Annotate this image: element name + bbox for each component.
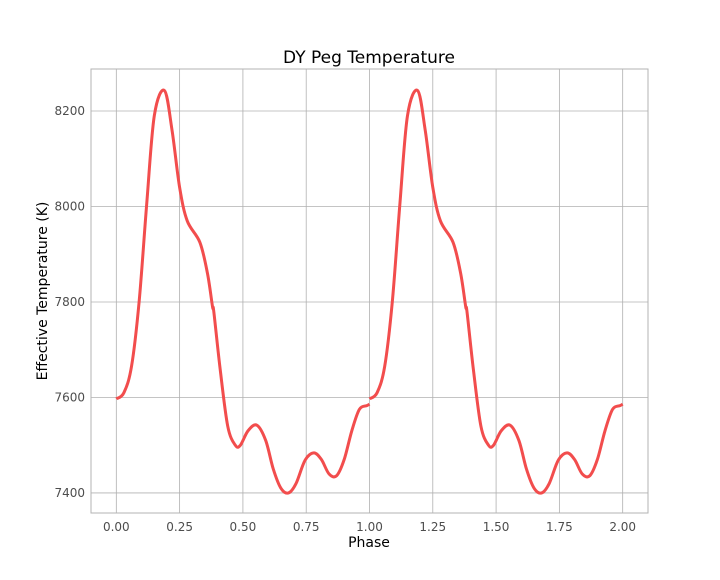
x-tick-label: 0.00 [103,520,130,534]
x-axis-ticks: 0.00 0.25 0.50 0.75 1.00 1.25 1.50 1.75 2.00 [103,520,636,534]
x-tick-label: 1.75 [546,520,573,534]
y-tick-label: 8000 [54,199,85,213]
y-tick-label: 7800 [54,295,85,309]
plot-frame [90,68,649,514]
temperature-curve-cycle-1 [115,88,371,495]
x-tick-label: 2.00 [609,520,636,534]
x-tick-label: 0.75 [293,520,320,534]
y-axis-title: Effective Temperature (K) [35,202,51,381]
y-tick-label: 7600 [54,390,85,404]
y-tick-label: 8200 [54,104,85,118]
x-tick-label: 0.25 [166,520,193,534]
y-axis-ticks: 7400 7600 7800 8000 8200 [54,104,85,500]
temperature-curve-cycle-2 [368,88,624,495]
y-tick-label: 7400 [54,486,85,500]
x-axis-title: Phase [348,535,390,551]
x-tick-label: 0.50 [230,520,257,534]
grid-lines [91,69,648,513]
chart-title: DY Peg Temperature [283,48,455,68]
data-series [115,88,624,495]
x-tick-label: 1.25 [419,520,446,534]
x-tick-label: 1.00 [356,520,383,534]
x-tick-label: 1.50 [483,520,510,534]
